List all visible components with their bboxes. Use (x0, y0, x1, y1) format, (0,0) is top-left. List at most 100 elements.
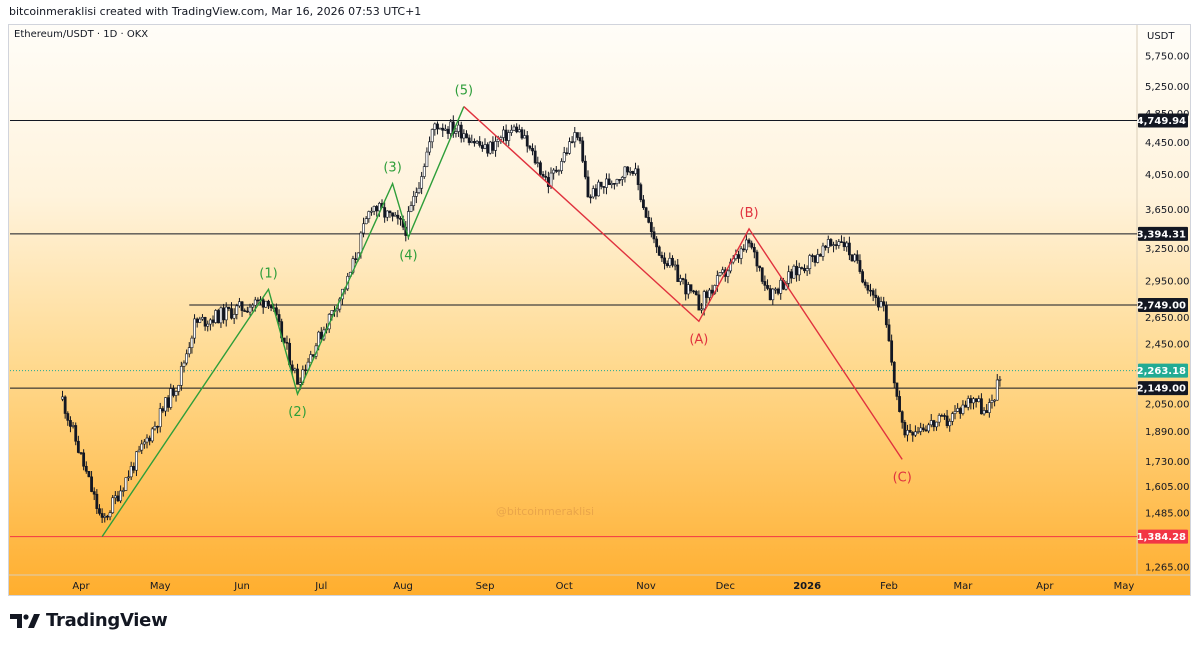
candle (277, 309, 281, 327)
candle (201, 314, 204, 321)
candle (708, 287, 711, 302)
candle (185, 349, 189, 366)
candle (388, 210, 392, 218)
candle (417, 182, 421, 195)
candle (745, 234, 748, 253)
candle (755, 249, 759, 272)
candle (768, 284, 772, 301)
tradingview-brand[interactable]: TradingView (10, 610, 168, 631)
candle (750, 240, 754, 250)
candle (623, 166, 627, 183)
candle (652, 226, 656, 244)
candle (433, 122, 437, 136)
candle (829, 238, 833, 247)
candle (523, 129, 527, 139)
candle (557, 169, 561, 176)
candle (842, 236, 846, 251)
candle (676, 259, 680, 282)
candle (190, 335, 194, 354)
candle (227, 306, 231, 312)
candle (890, 334, 894, 366)
candle (895, 382, 899, 401)
candle (655, 236, 659, 253)
candle (396, 210, 400, 225)
candle (92, 487, 96, 501)
candle (718, 272, 722, 277)
candle (710, 284, 714, 298)
candle (486, 142, 490, 157)
y-tick-label: 4,050.00 (1145, 170, 1190, 181)
candle (150, 427, 154, 443)
candle (649, 217, 653, 238)
candle (805, 265, 809, 276)
candle (515, 123, 519, 134)
candle (414, 187, 418, 204)
candle (475, 139, 479, 144)
candle (742, 244, 746, 252)
candle (602, 186, 606, 194)
price-tag: 2,149.00 (1137, 381, 1188, 396)
candle (370, 207, 373, 216)
x-tick-label: Mar (953, 581, 973, 592)
candle (763, 275, 767, 292)
candle (393, 211, 397, 217)
candle (940, 413, 944, 417)
candle (430, 128, 434, 149)
candle (238, 297, 241, 308)
candle (578, 132, 582, 144)
candle (869, 283, 872, 297)
candle (354, 252, 358, 264)
candle (906, 424, 909, 442)
candle (586, 170, 590, 198)
impulse-wave-label: (4) (399, 248, 417, 263)
candle (900, 410, 904, 429)
candle (840, 235, 843, 243)
impulse-wave-label: (1) (259, 266, 277, 281)
candle (74, 422, 78, 446)
candle (826, 235, 830, 254)
candle (113, 491, 117, 505)
candle (824, 245, 828, 251)
x-tick-label: Dec (716, 581, 735, 592)
candle (121, 487, 125, 497)
candle (309, 350, 313, 363)
candle (834, 240, 838, 250)
candle (512, 124, 516, 132)
corrective-wave-label: (B) (740, 206, 759, 221)
symbol-title: Ethereum/USDT · 1D · OKX (14, 29, 149, 40)
candle (726, 268, 730, 284)
candle (274, 303, 278, 316)
candle (692, 289, 695, 294)
candle (950, 411, 954, 426)
candle (818, 253, 822, 257)
candle (536, 156, 540, 168)
watermark-text: @bitcoinmeraklisi (496, 505, 594, 518)
candle (84, 461, 88, 474)
candle (193, 314, 196, 344)
candle (267, 299, 270, 309)
candle (610, 180, 614, 189)
candle (686, 281, 690, 299)
candle (599, 181, 603, 190)
corrective-wave-line (463, 106, 903, 460)
candle (124, 477, 128, 491)
candle (882, 296, 886, 312)
candle (673, 260, 677, 271)
candle (245, 306, 249, 313)
price-tag: 1,384.28 (1137, 529, 1188, 544)
candle (987, 398, 991, 418)
candle (562, 146, 566, 164)
candle (177, 384, 181, 396)
chart-credit: bitcoinmeraklisi created with TradingVie… (9, 5, 422, 18)
candle (921, 423, 925, 433)
candle (224, 302, 228, 327)
candle (520, 126, 524, 140)
candle (647, 210, 651, 224)
candle (974, 398, 978, 408)
candle (980, 393, 983, 415)
candle (792, 264, 796, 279)
currency-label: USDT (1147, 31, 1175, 42)
tradingview-logo-icon (10, 613, 40, 628)
candle (705, 289, 709, 304)
